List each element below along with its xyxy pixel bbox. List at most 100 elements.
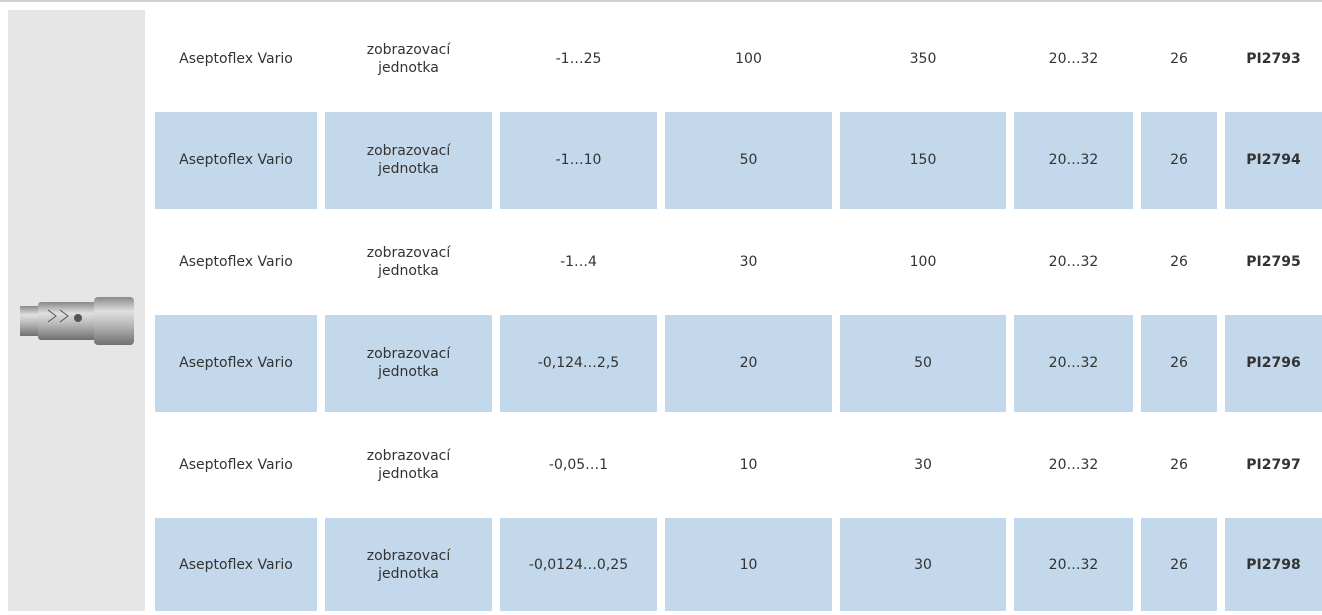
table-cell: Aseptoflex Vario xyxy=(155,10,317,107)
table-cell: 20…32 xyxy=(1014,314,1133,412)
table-cell: 10 xyxy=(665,518,832,611)
table-cell: -0,05…1 xyxy=(500,416,657,513)
product-type: zobrazovací jednotka xyxy=(366,41,451,76)
table-cell: zobrazovací jednotka xyxy=(325,518,492,611)
overload: 100 xyxy=(735,50,762,67)
table-cell: 26 xyxy=(1141,314,1217,412)
table-cell: 26 xyxy=(1141,10,1217,107)
product-line: Aseptoflex Vario xyxy=(179,253,293,270)
supply-voltage: 20…32 xyxy=(1048,253,1099,270)
table-cell: 50 xyxy=(665,111,832,209)
table-cell: 20…32 xyxy=(1014,518,1133,611)
table-cell: Aseptoflex Vario xyxy=(155,314,317,412)
table-cell: zobrazovací jednotka xyxy=(325,111,492,209)
measuring-range: -0,05…1 xyxy=(548,456,609,473)
measuring-range: -1…10 xyxy=(555,152,602,169)
table-cell: PI2793 xyxy=(1225,10,1322,107)
sensor-body xyxy=(38,302,96,340)
overload: 10 xyxy=(739,456,758,473)
product-line: Aseptoflex Vario xyxy=(179,152,293,169)
product-line: Aseptoflex Vario xyxy=(179,50,293,67)
product-type: zobrazovací jednotka xyxy=(366,447,451,482)
table-cell: 30 xyxy=(665,213,832,310)
sensor-detail xyxy=(47,309,69,323)
table-cell: 26 xyxy=(1141,416,1217,513)
burst-pressure: 150 xyxy=(909,152,937,169)
product-line: Aseptoflex Vario xyxy=(179,355,293,372)
process-connection: 26 xyxy=(1170,456,1188,473)
table-cell: -0,124…2,5 xyxy=(500,314,657,412)
table-cell: 100 xyxy=(665,10,832,107)
product-type: zobrazovací jednotka xyxy=(366,244,451,279)
table-cell: 20 xyxy=(665,314,832,412)
process-connection: 26 xyxy=(1170,253,1188,270)
product-line: Aseptoflex Vario xyxy=(179,456,293,473)
measuring-range: -0,0124…0,25 xyxy=(528,556,629,573)
burst-pressure: 30 xyxy=(914,556,932,573)
table-cell: 50 xyxy=(840,314,1006,412)
process-connection: 26 xyxy=(1170,50,1188,67)
sensor-detail xyxy=(74,314,82,322)
article-number: PI2793 xyxy=(1246,50,1301,67)
table-cell: Aseptoflex Vario xyxy=(155,213,317,310)
top-border xyxy=(0,0,1322,2)
table-cell: zobrazovací jednotka xyxy=(325,213,492,310)
measuring-range: -1…25 xyxy=(555,50,602,67)
table-cell: -1…10 xyxy=(500,111,657,209)
product-line: Aseptoflex Vario xyxy=(179,556,293,573)
table-cell: zobrazovací jednotka xyxy=(325,314,492,412)
burst-pressure: 100 xyxy=(909,253,937,270)
article-number: PI2797 xyxy=(1246,456,1301,473)
process-connection: 26 xyxy=(1170,355,1188,372)
table-cell: Aseptoflex Vario xyxy=(155,416,317,513)
overload: 20 xyxy=(739,355,758,372)
table-cell: 20…32 xyxy=(1014,416,1133,513)
supply-voltage: 20…32 xyxy=(1048,50,1099,67)
table-cell: -1…4 xyxy=(500,213,657,310)
table-cell: -0,0124…0,25 xyxy=(500,518,657,611)
table-cell: 350 xyxy=(840,10,1006,107)
sensor-head xyxy=(94,297,134,345)
sensor-thread xyxy=(20,306,42,336)
process-connection: 26 xyxy=(1170,556,1188,573)
table-cell: PI2794 xyxy=(1225,111,1322,209)
burst-pressure: 50 xyxy=(914,355,932,372)
table-cell: PI2796 xyxy=(1225,314,1322,412)
process-connection: 26 xyxy=(1170,152,1188,169)
table-cell: 26 xyxy=(1141,518,1217,611)
overload: 10 xyxy=(739,556,758,573)
table-cell: zobrazovací jednotka xyxy=(325,10,492,107)
article-number: PI2796 xyxy=(1246,355,1301,372)
table-cell: Aseptoflex Vario xyxy=(155,111,317,209)
table-cell: PI2795 xyxy=(1225,213,1322,310)
article-number: PI2798 xyxy=(1246,556,1301,573)
overload: 30 xyxy=(739,253,758,270)
table-cell: 20…32 xyxy=(1014,10,1133,107)
table-cell: -1…25 xyxy=(500,10,657,107)
product-type: zobrazovací jednotka xyxy=(366,346,451,381)
supply-voltage: 20…32 xyxy=(1048,355,1099,372)
article-number: PI2795 xyxy=(1246,253,1301,270)
table-cell: Aseptoflex Vario xyxy=(155,518,317,611)
table-cell: zobrazovací jednotka xyxy=(325,416,492,513)
measuring-range: -1…4 xyxy=(560,253,597,270)
table-cell: 150 xyxy=(840,111,1006,209)
table-cell: 20…32 xyxy=(1014,111,1133,209)
table-cell: PI2798 xyxy=(1225,518,1322,611)
table-cell: 100 xyxy=(840,213,1006,310)
product-type: zobrazovací jednotka xyxy=(366,143,451,178)
supply-voltage: 20…32 xyxy=(1048,556,1099,573)
measuring-range: -0,124…2,5 xyxy=(537,355,620,372)
table-cell: 30 xyxy=(840,518,1006,611)
supply-voltage: 20…32 xyxy=(1048,152,1099,169)
product-image-column xyxy=(8,10,145,611)
burst-pressure: 30 xyxy=(914,456,932,473)
table-cell: 30 xyxy=(840,416,1006,513)
product-image xyxy=(20,297,134,345)
burst-pressure: 350 xyxy=(909,50,937,67)
table-cell: 20…32 xyxy=(1014,213,1133,310)
table-cell: 10 xyxy=(665,416,832,513)
table-cell: 26 xyxy=(1141,213,1217,310)
supply-voltage: 20…32 xyxy=(1048,456,1099,473)
